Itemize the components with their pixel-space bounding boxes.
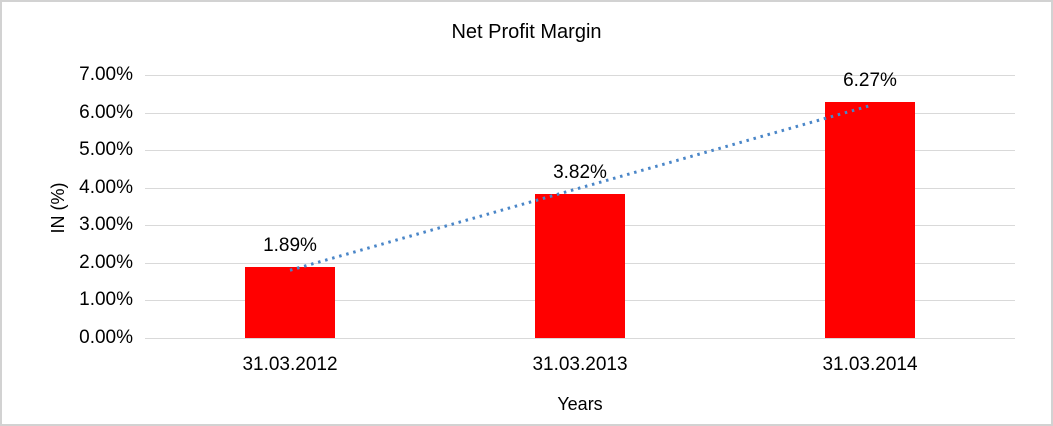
y-tick-label: 4.00% xyxy=(79,176,133,198)
bar-value-label: 1.89% xyxy=(263,234,317,256)
bar-value-label: 3.82% xyxy=(553,162,607,184)
y-tick-label: 7.00% xyxy=(79,64,133,85)
category-label: 31.03.2013 xyxy=(532,354,628,375)
bar-value-label: 6.27% xyxy=(843,70,897,92)
y-tick-label: 5.00% xyxy=(79,139,133,161)
x-axis-title: Years xyxy=(557,394,603,414)
category-label: 31.03.2012 xyxy=(242,354,338,375)
chart-title: Net Profit Margin xyxy=(451,21,602,43)
y-axis-title: IN (%) xyxy=(48,182,68,234)
y-tick-label: 6.00% xyxy=(79,101,133,123)
gridline xyxy=(145,338,1015,339)
y-tick-label: 2.00% xyxy=(79,251,133,273)
gridline xyxy=(145,75,1015,76)
y-tick-label: 0.00% xyxy=(79,327,133,348)
bar xyxy=(245,266,335,338)
y-tick-label: 1.00% xyxy=(79,289,133,311)
bar xyxy=(825,102,915,338)
bar xyxy=(535,194,625,338)
y-tick-label: 3.00% xyxy=(79,214,133,236)
category-label: 31.03.2014 xyxy=(822,354,918,375)
